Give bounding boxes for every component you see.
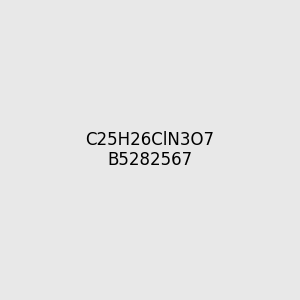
Text: C25H26ClN3O7
B5282567: C25H26ClN3O7 B5282567: [85, 130, 214, 170]
